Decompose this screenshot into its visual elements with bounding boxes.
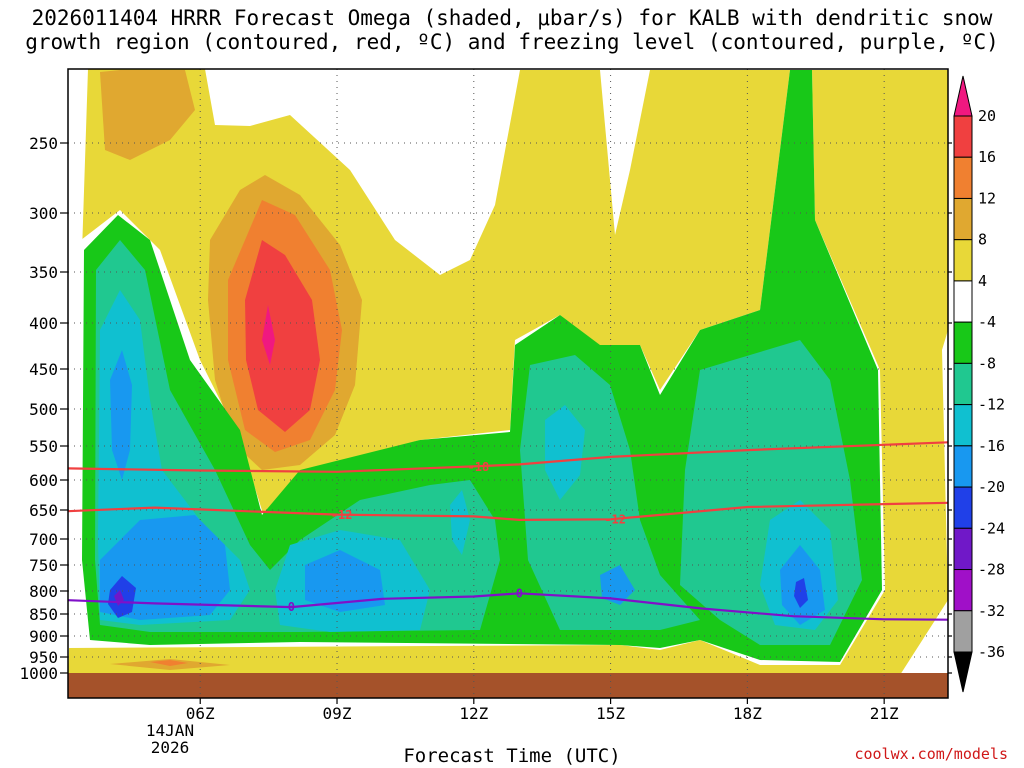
colorbar-block-10: [953, 486, 973, 529]
y-tick-label-750: 750: [29, 556, 58, 575]
y-tick-label-550: 550: [29, 437, 58, 456]
colorbar-label-1: 16: [978, 148, 996, 166]
colorbar-top-arrow: [953, 75, 973, 117]
x-tick-label-06Z: 06Z: [186, 704, 215, 723]
y-tick-label-1000: 1000: [19, 664, 58, 683]
x-tick-label-21Z: 21Z: [870, 704, 899, 723]
contour-dgz-bottom: [67, 501, 949, 522]
colorbar-label-2: 12: [978, 189, 996, 207]
contour-dgz-top: [67, 441, 949, 473]
omega-shade-lowlevel-12: [150, 660, 188, 666]
colorbar-label-6: -8: [978, 354, 996, 372]
y-tick-label-500: 500: [29, 400, 58, 419]
omega-shade-lowlevel-4: [80, 655, 720, 675]
omega-shade-8: [100, 70, 195, 160]
x-axis: 06Z 09Z 12Z 15Z 18Z 21Z: [186, 698, 899, 723]
y-tick-label-850: 850: [29, 605, 58, 624]
colorbar-block-12: [953, 569, 973, 612]
omega-shade-minus20: [110, 350, 132, 480]
omega-shade-minus16e: [450, 490, 470, 555]
y-tick-label-650: 650: [29, 501, 58, 520]
contour-lines: [67, 441, 949, 621]
x-tick-label-09Z: 09Z: [323, 704, 352, 723]
omega-shade-minus20e: [600, 565, 635, 605]
colorbar-label-11: -28: [978, 561, 1005, 579]
y-tick-label-250: 250: [29, 134, 58, 153]
date-year-label: 2026: [151, 738, 190, 757]
colorbar-block-5: [953, 280, 973, 323]
colorbar-label-10: -24: [978, 519, 1005, 537]
colorbar-label-13: -36: [978, 643, 1005, 661]
y-tick-label-350: 350: [29, 263, 58, 282]
colorbar-label-3: 8: [978, 231, 987, 249]
plot-frame: [67, 68, 949, 699]
colorbar: 20 16 12 8 4 -4 -8 -12 -16 -20 -24 -28 -32 -36: [953, 75, 1005, 693]
colorbar-label-5: -4: [978, 313, 996, 331]
y-tick-label-950: 950: [29, 648, 58, 667]
colorbar-label-4: 4: [978, 272, 987, 290]
colorbar-block-7: [953, 362, 973, 406]
y-tick-label-900: 900: [29, 627, 58, 646]
y-tick-label-400: 400: [29, 314, 58, 333]
contour-label-0: -18: [468, 460, 490, 474]
colorbar-block-3: [953, 197, 973, 241]
ground-below-surface: [68, 673, 948, 698]
credit-text: coolwx.com/models: [854, 745, 1008, 763]
colorbar-block-13: [953, 610, 973, 653]
contour-labels: -18 -12 -12 0 0: [288, 460, 626, 614]
colorbar-block-9: [953, 445, 973, 488]
contour-label-3: 0: [288, 600, 295, 614]
omega-shade-minus24b: [794, 578, 808, 608]
colorbar-block-1: [953, 115, 973, 158]
omega-shade-minus8: [82, 70, 882, 662]
y-axis: 250 300 350 400 450 500 550 600 650 700 750 800 850 9…: [19, 134, 952, 683]
chart-title: 2026011404 HRRR Forecast Omega (shaded, …: [25, 6, 999, 54]
contour-label-4: 0: [516, 586, 523, 600]
contour-label-1: -12: [331, 508, 353, 522]
omega-shade-minus20c: [305, 550, 385, 612]
colorbar-bottom-arrow: [953, 651, 973, 693]
colorbar-label-7: -12: [978, 396, 1005, 414]
colorbar-block-4: [953, 239, 973, 282]
y-tick-label-700: 700: [29, 530, 58, 549]
x-tick-label-18Z: 18Z: [733, 704, 762, 723]
omega-shade-minus16c: [545, 405, 585, 500]
omega-shade-16: [245, 240, 320, 432]
colorbar-block-11: [953, 527, 973, 571]
y-tick-label-600: 600: [29, 471, 58, 490]
colorbar-block-6: [953, 321, 973, 364]
contour-freezing-level: [67, 592, 949, 621]
colorbar-block-2: [953, 156, 973, 199]
date-day-label: 14JAN: [146, 721, 194, 740]
colorbar-label-12: -32: [978, 602, 1005, 620]
colorbar-label-9: -20: [978, 478, 1005, 496]
colorbar-block-8: [953, 404, 973, 447]
y-tick-label-800: 800: [29, 582, 58, 601]
colorbar-label-8: -16: [978, 437, 1005, 455]
y-tick-label-450: 450: [29, 360, 58, 379]
omega-shade-20: [262, 305, 275, 365]
contour-label-2: -12: [604, 512, 626, 526]
x-tick-label-15Z: 15Z: [596, 704, 625, 723]
shaded-omega-field: [68, 69, 948, 698]
x-tick-label-12Z: 12Z: [459, 704, 488, 723]
y-tick-label-300: 300: [29, 204, 58, 223]
colorbar-label-0: 20: [978, 107, 996, 125]
x-axis-label: Forecast Time (UTC): [403, 745, 621, 767]
